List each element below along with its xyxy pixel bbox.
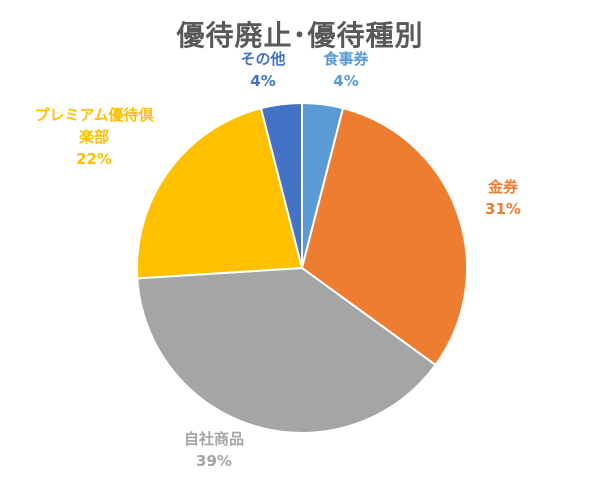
slice-label-text: プレミアム優待倶楽部 — [34, 106, 154, 146]
pie-slice-voucher — [300, 106, 469, 367]
pie-slice-own-products — [136, 266, 437, 434]
slice-pct-text: 4% — [333, 72, 359, 90]
slice-label-premium-club: プレミアム優待倶楽部 22% — [14, 104, 174, 170]
slice-label-text: 自社商品 — [183, 430, 244, 448]
slice-label-other: その他 4% — [218, 48, 308, 92]
slice-label-text: その他 — [240, 50, 286, 68]
slice-label-text: 金券 — [487, 178, 518, 196]
slice-label-food-ticket: 食事券 4% — [296, 48, 396, 92]
slice-pct-text: 39% — [196, 452, 232, 470]
pie-slice-other — [259, 101, 303, 269]
slice-pct-text: 22% — [76, 150, 112, 168]
slice-pct-text: 4% — [250, 72, 276, 90]
pie-slice-premium-club — [136, 106, 304, 280]
slice-pct-text: 31% — [485, 200, 521, 218]
chart-title: 優待廃止･優待種別 — [176, 19, 424, 52]
slice-label-own-products: 自社商品 39% — [164, 428, 264, 472]
slice-label-text: 食事券 — [323, 50, 369, 68]
slice-label-voucher: 金券 31% — [468, 176, 538, 220]
